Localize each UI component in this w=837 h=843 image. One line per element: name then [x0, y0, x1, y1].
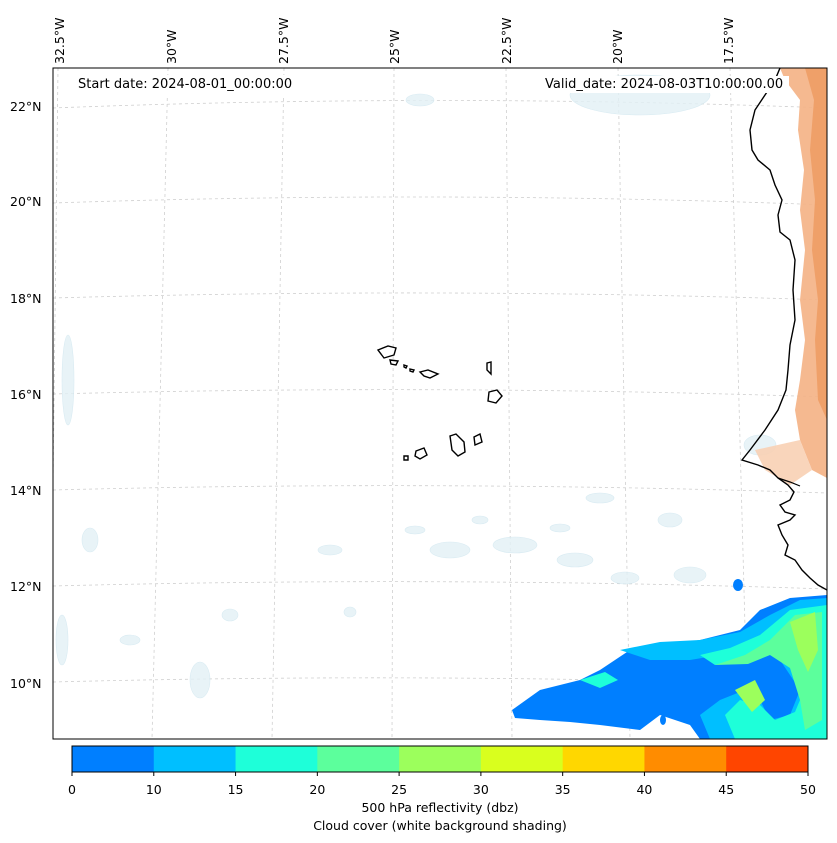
lat-label-12n: 12°N: [10, 579, 42, 594]
gridlines: [53, 68, 827, 739]
lon-label-25w: 25°W: [387, 29, 402, 64]
colorbar-swatch: [72, 746, 155, 772]
lat-label-14n: 14°N: [10, 483, 42, 498]
colorbar-tick-label: 25: [391, 782, 408, 797]
colorbar-swatch: [317, 746, 400, 772]
colorbar-swatch: [235, 746, 318, 772]
colorbar-tick-label: 15: [227, 782, 244, 797]
colorbar-tick-label: 20: [309, 782, 326, 797]
valid-date-label: Valid_date: 2024-08-03T10:00:00.00: [539, 76, 790, 93]
colorbar-sublabel: Cloud cover (white background shading): [313, 818, 567, 833]
colorbar-tick-label: 30: [472, 782, 489, 797]
colorbar-swatch: [562, 746, 645, 772]
colorbar-frame: [71, 745, 809, 773]
lat-label-16n: 16°N: [10, 387, 42, 402]
lon-label-20w: 20°W: [610, 29, 625, 64]
colorbar-tick-label: 35: [554, 782, 571, 797]
colorbar-swatch: [153, 746, 237, 772]
lat-label-22n: 22°N: [10, 99, 42, 114]
colorbar: [71, 745, 809, 776]
colorbar-swatch: [399, 746, 482, 772]
lat-label-20n: 20°N: [10, 194, 42, 209]
colorbar-tick-label: 50: [800, 782, 816, 797]
lon-label-22-5w: 22.5°W: [499, 17, 514, 64]
colorbar-swatch: [480, 746, 564, 772]
colorbar-swatch: [644, 746, 727, 772]
coastline-africa: [740, 68, 827, 591]
colorbar-tick-label: 40: [636, 782, 653, 797]
colorbar-swatch: [726, 746, 809, 772]
lon-label-17-5w: 17.5°W: [721, 17, 736, 64]
lon-label-27-5w: 27.5°W: [276, 17, 291, 64]
senegal-river-border: [777, 477, 801, 487]
colorbar-label: 500 hPa reflectivity (dbz): [361, 800, 519, 815]
lon-label-32-5w: 32.5°W: [52, 17, 67, 64]
cape-verde-islands: [376, 345, 503, 461]
lat-label-18n: 18°N: [10, 291, 42, 306]
map-background: [53, 68, 827, 739]
colorbar-tick-label: 0: [68, 782, 76, 797]
cloud-cover-shading: [55, 74, 777, 699]
lon-label-30w: 30°W: [164, 29, 179, 64]
colorbar-tick-label: 10: [145, 782, 162, 797]
reflectivity-field: [512, 579, 827, 739]
coastal-cloud-band: [755, 68, 827, 485]
colorbar-tick-label: 45: [718, 782, 735, 797]
lat-label-10n: 10°N: [10, 676, 42, 691]
map-frame: [52, 67, 828, 740]
start-date-label: Start date: 2024-08-01_00:00:00: [72, 76, 299, 93]
